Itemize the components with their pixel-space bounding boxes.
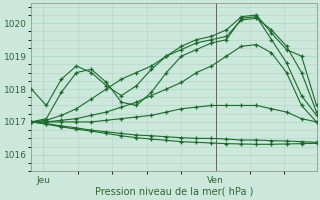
X-axis label: Pression niveau de la mer( hPa ): Pression niveau de la mer( hPa ) [95,187,253,197]
